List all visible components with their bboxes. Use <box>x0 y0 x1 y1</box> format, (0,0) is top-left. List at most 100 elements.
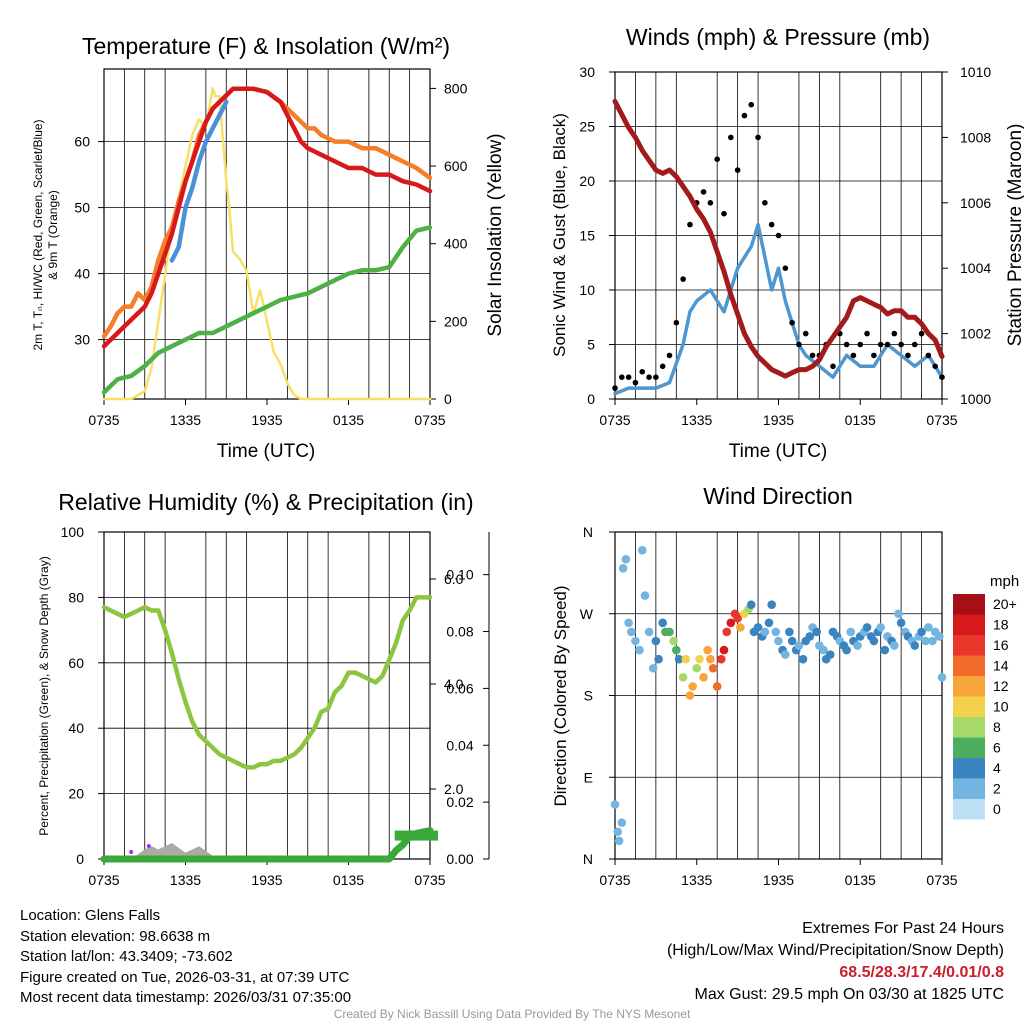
credit-text: Created By Nick Bassill Using Data Provi… <box>333 1007 691 1021</box>
direction-point <box>640 591 650 600</box>
gust-point <box>653 374 659 381</box>
direction-point <box>637 545 647 555</box>
dir-ylabel: Direction (Colored By Speed) <box>551 585 570 806</box>
elevation-text: Station elevation: 98.6638 m <box>20 927 211 945</box>
temp-ytick-right-label: 0 <box>444 391 452 407</box>
direction-point <box>917 627 926 637</box>
direction-point <box>896 618 906 628</box>
direction-point <box>678 673 688 682</box>
speed-legend-swatch <box>953 696 985 717</box>
speed-legend-label: 2 <box>993 781 1001 797</box>
rh-xtick-label: 1935 <box>251 872 282 888</box>
speed-legend-swatch <box>953 594 985 615</box>
gust-point <box>755 134 761 141</box>
direction-point <box>669 636 678 646</box>
wind-xtick-label: 0735 <box>926 412 957 428</box>
direction-point <box>706 654 715 664</box>
recent-data-text: Most recent data timestamp: 2026/03/31 0… <box>20 989 352 1006</box>
temp-xtick-label: 0735 <box>88 412 119 428</box>
gust-point <box>666 352 673 359</box>
dir-ytick-label: N <box>583 524 593 540</box>
direction-point <box>753 623 763 632</box>
temp-xtick-label: 0135 <box>333 412 364 428</box>
temp-ylabel-line1: 2m T, Tₙ, HI/WC (Red, Green, Scarlet/Blu… <box>31 119 45 350</box>
gust-point <box>850 352 857 359</box>
gust-point <box>925 352 932 359</box>
direction-point <box>785 627 794 637</box>
gust-point <box>871 352 877 359</box>
direction-point <box>719 645 729 655</box>
direction-point <box>681 654 691 664</box>
speed-legend-swatch <box>953 799 985 820</box>
direction-point <box>651 636 661 646</box>
direction-point <box>781 650 790 659</box>
temp-ylabel-line2: & 9m T (Orange) <box>46 190 60 280</box>
dir-xtick-label: 0735 <box>599 872 630 888</box>
direction-point <box>890 641 899 650</box>
gust-point <box>864 330 870 337</box>
gust-point <box>802 330 809 337</box>
rh-xtick-label: 1335 <box>170 872 201 888</box>
direction-point <box>880 645 890 655</box>
direction-point <box>688 682 697 691</box>
gust-point <box>748 101 755 108</box>
extremes-subtitle: (High/Low/Max Wind/Precipitation/Snow De… <box>666 942 1004 959</box>
gust-point <box>898 341 904 348</box>
extremes-values: 68.5/28.3/17.4/0.01/0.8 <box>839 964 1004 981</box>
gust-point <box>639 368 646 375</box>
dir-xtick-label: 1335 <box>681 872 712 888</box>
gust-point <box>905 352 911 359</box>
gust-point <box>911 341 918 348</box>
rh-ytick-label: 0 <box>76 851 84 867</box>
gust-point <box>700 189 707 195</box>
gust-point <box>939 374 945 381</box>
speed-legend-label: 12 <box>993 678 1009 694</box>
direction-point <box>658 618 667 628</box>
temp-series-windchill <box>169 99 229 263</box>
station-info: Location: Glens Falls Station elevation:… <box>20 906 351 1009</box>
temp-ytick-right-label: 200 <box>444 313 468 329</box>
wind-ytick-right-label: 1008 <box>960 129 991 145</box>
temp-ytick-label: 50 <box>74 200 90 216</box>
gust-point <box>809 352 816 359</box>
speed-legend-label: 0 <box>993 801 1001 817</box>
speed-legend-swatch <box>953 635 985 656</box>
direction-point <box>812 627 821 637</box>
latlon-text: Station lat/lon: 43.3409; -73.602 <box>20 948 233 965</box>
precip-tick-label: 0.04 <box>446 737 473 753</box>
wind-xlabel: Time (UTC) <box>729 441 828 462</box>
direction-point <box>937 673 947 682</box>
gust-point <box>741 112 748 119</box>
snow-tick-label: 2.0 <box>444 781 464 797</box>
speed-legend-swatch <box>953 614 985 635</box>
direction-point <box>654 654 663 664</box>
wind-ytick-label: 30 <box>579 64 595 80</box>
rh-line <box>101 595 433 770</box>
temp-series-dewpoint <box>101 225 433 395</box>
temp-ytick-right-label: 600 <box>444 158 468 174</box>
wind-ytick-right-label: 1010 <box>960 64 991 80</box>
temp-xtick-label: 1935 <box>251 412 282 428</box>
direction-point <box>685 691 695 700</box>
gust-point <box>782 265 789 272</box>
gust-point <box>843 341 850 348</box>
direction-point <box>894 609 903 619</box>
dir-ytick-label: W <box>580 606 594 622</box>
snow-marker-point <box>146 844 151 848</box>
rh-ylabel: Percent, Precipitation (Green), & Snow D… <box>37 556 51 835</box>
wind-ytick-label: 5 <box>587 337 595 353</box>
gust-point <box>768 221 775 228</box>
direction-point <box>819 645 828 655</box>
wind-ylabel-right: Station Pressure (Maroon) <box>1005 124 1024 347</box>
direction-point <box>617 818 627 827</box>
snow-marker-point <box>129 850 134 854</box>
wind-ytick-label: 0 <box>587 391 595 407</box>
gust-point <box>721 210 727 217</box>
pressure-line <box>612 98 945 379</box>
temp-ytick-label: 60 <box>74 134 90 150</box>
snow-tick-label: 4.0 <box>444 676 464 692</box>
gust-point <box>673 319 680 326</box>
gust-point <box>877 341 884 348</box>
precip-tick-label: 0.06 <box>446 680 473 696</box>
